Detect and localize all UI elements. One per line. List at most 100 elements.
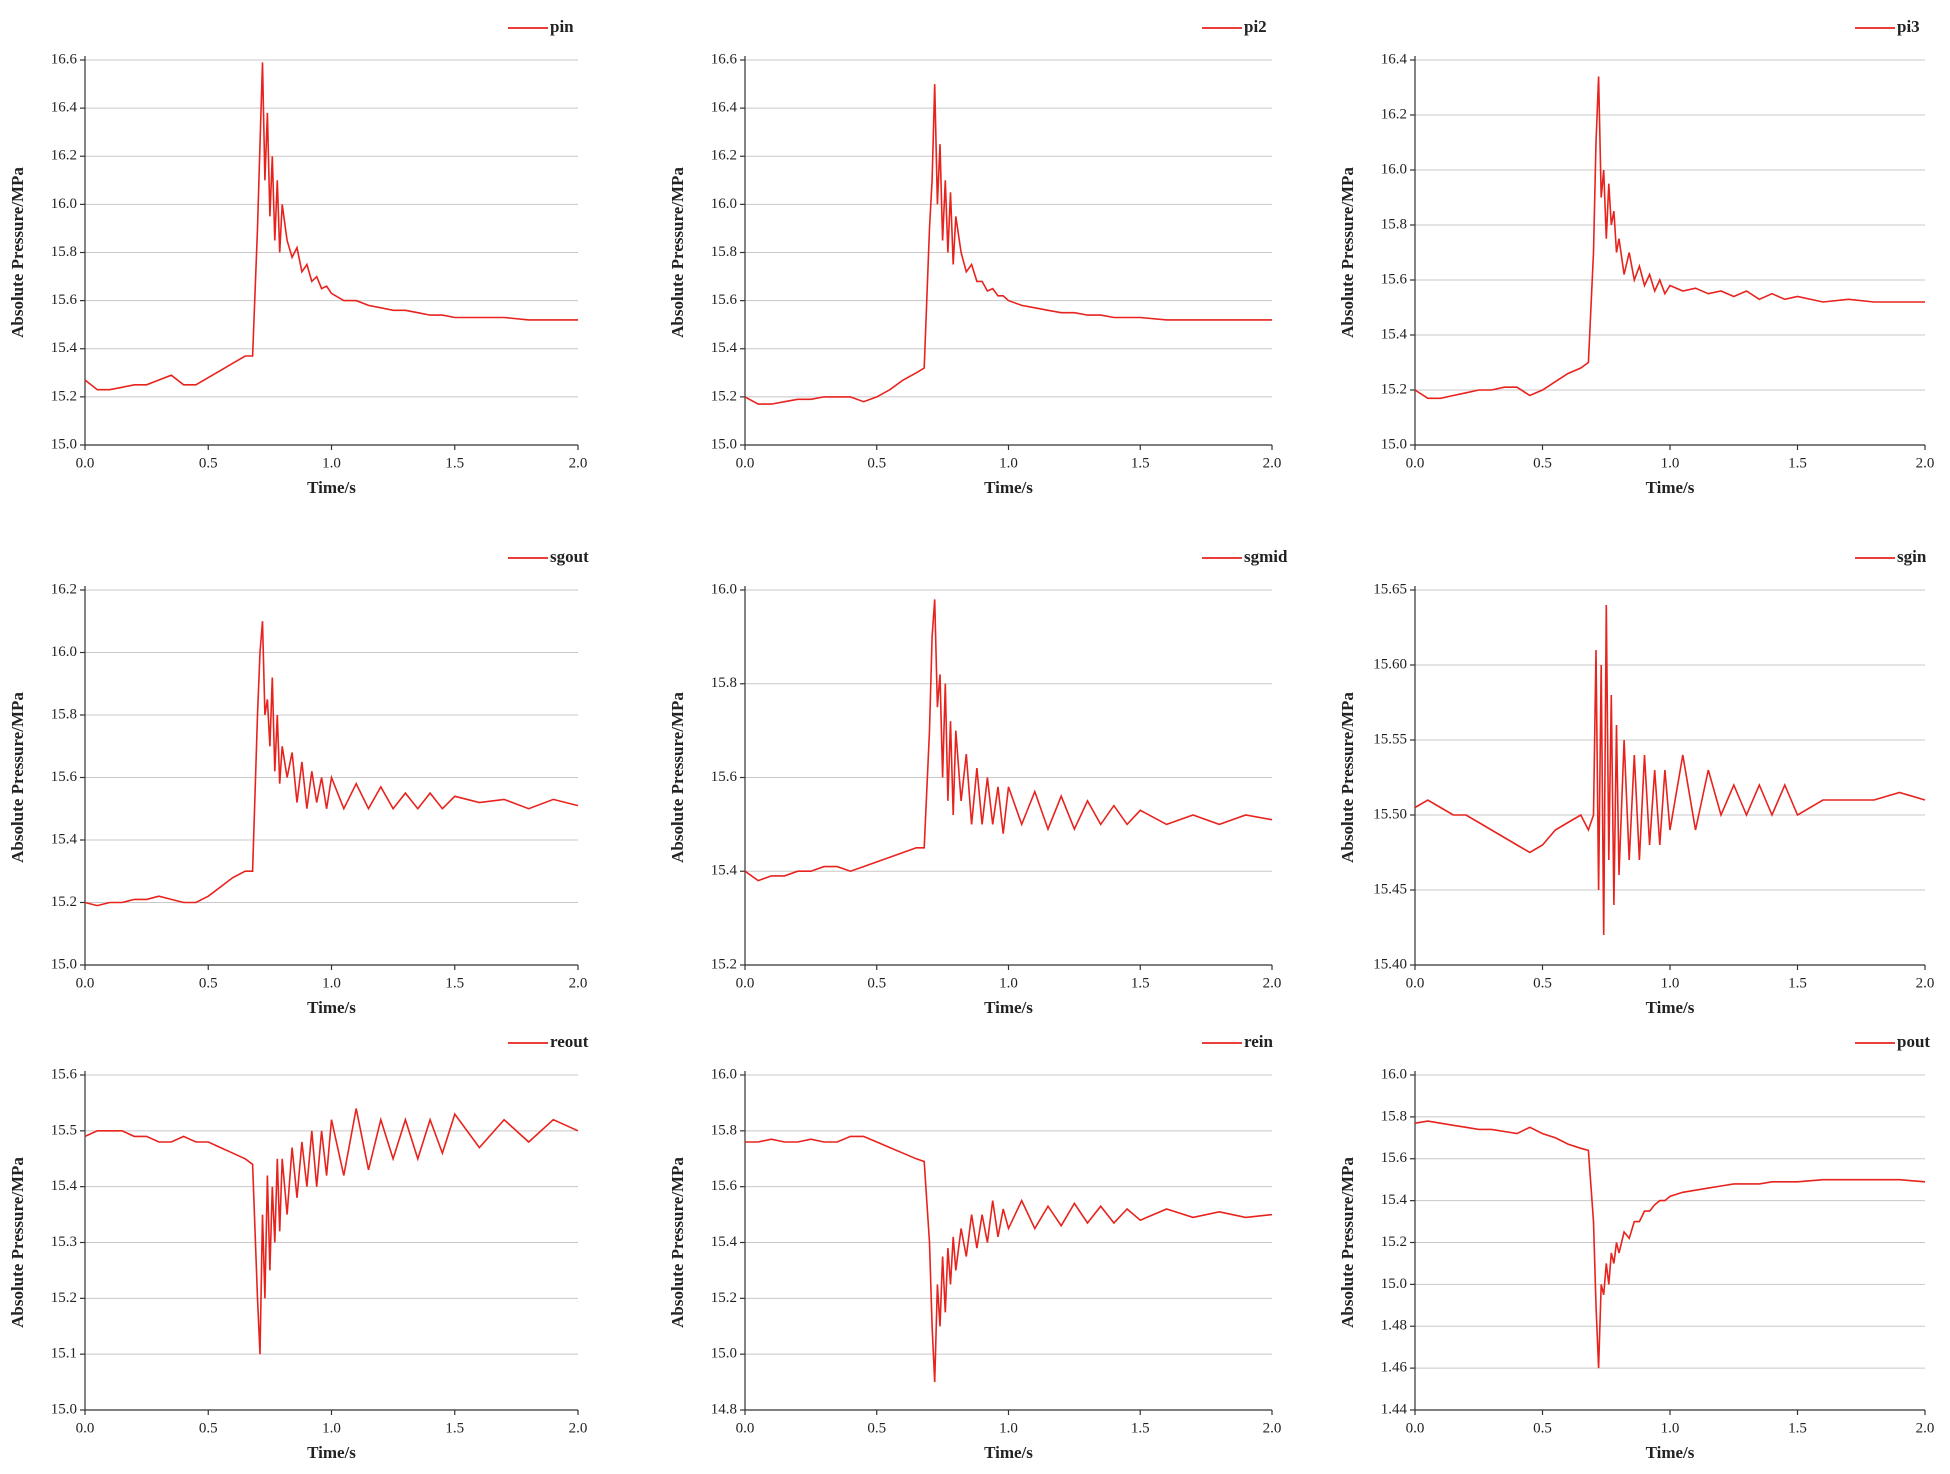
x-tick-label: 1.0 xyxy=(999,1420,1018,1436)
y-tick-label: 15.6 xyxy=(51,769,78,785)
x-tick-label: 2.0 xyxy=(1263,975,1282,991)
y-tick-label: 15.4 xyxy=(711,863,738,879)
x-tick-label: 1.0 xyxy=(322,455,341,471)
y-tick-label: 15.4 xyxy=(711,340,738,356)
y-tick-label: 16.0 xyxy=(711,1066,737,1082)
x-axis-label: Time/s xyxy=(1646,478,1695,497)
x-tick-label: 0.0 xyxy=(736,1420,755,1436)
x-tick-label: 1.5 xyxy=(1788,455,1807,471)
y-tick-label: 15.50 xyxy=(1373,806,1407,822)
data-line xyxy=(744,599,1273,882)
y-tick-label: 15.0 xyxy=(1381,436,1407,452)
y-tick-label: 15.8 xyxy=(1381,1108,1407,1124)
y-tick-label: 16.0 xyxy=(1381,161,1407,177)
y-tick-label: 16.0 xyxy=(51,196,77,212)
chart: 15.2 15.4 15.6 15.8 16.0 0.0 0.5 1.0 1.5 2.0 Time/… xyxy=(668,547,1288,1017)
y-tick-label: 16.2 xyxy=(51,581,77,597)
y-tick-label: 15.55 xyxy=(1373,731,1407,747)
x-tick-label: 1.0 xyxy=(999,975,1018,991)
y-tick-label: 16.2 xyxy=(711,148,737,164)
y-axis-label: Absolute Pressure/MPa xyxy=(668,167,687,338)
legend-label: pin xyxy=(550,17,574,36)
x-axis-label: Time/s xyxy=(1646,998,1695,1017)
y-tick-label: 15.4 xyxy=(1381,326,1408,342)
legend-label: pi3 xyxy=(1897,17,1920,36)
y-tick-label: 15.0 xyxy=(1381,1276,1407,1292)
x-tick-label: 1.5 xyxy=(1788,1420,1807,1436)
x-tick-label: 2.0 xyxy=(1916,1420,1935,1436)
y-tick-label: 15.40 xyxy=(1373,956,1407,972)
y-tick-label: 15.0 xyxy=(51,956,77,972)
x-tick-label: 1.5 xyxy=(1131,455,1150,471)
y-tick-label: 15.1 xyxy=(51,1346,77,1362)
legend-label: pi2 xyxy=(1244,17,1267,36)
x-tick-label: 0.0 xyxy=(76,975,95,991)
x-tick-label: 1.0 xyxy=(999,455,1018,471)
data-line xyxy=(745,1135,1273,1383)
legend-label: sgmid xyxy=(1244,547,1288,566)
x-axis-label: Time/s xyxy=(307,1443,356,1462)
x-axis-label: Time/s xyxy=(984,478,1033,497)
y-tick-label: 15.8 xyxy=(51,706,77,722)
y-tick-label: 15.4 xyxy=(51,340,78,356)
y-tick-label: 16.0 xyxy=(51,644,77,660)
y-tick-label: 15.8 xyxy=(51,244,77,260)
y-tick-label: 15.2 xyxy=(711,956,737,972)
chart: 15.0 15.2 15.4 15.6 15.8 16.0 16.2 16.4 16.6 0.0 0… xyxy=(8,17,587,497)
y-tick-label: 15.8 xyxy=(711,244,737,260)
y-tick-label: 15.3 xyxy=(51,1234,77,1250)
y-tick-label: 15.6 xyxy=(1381,271,1408,287)
y-tick-label: 1.48 xyxy=(1381,1318,1407,1334)
y-axis-label: Absolute Pressure/MPa xyxy=(8,1157,27,1328)
x-tick-label: 0.5 xyxy=(1533,1420,1552,1436)
chart: 15.40 15.45 15.50 15.55 15.60 15.65 0.0 0.5 1.0 1… xyxy=(1338,547,1934,1017)
y-axis-label: Absolute Pressure/MPa xyxy=(1338,692,1357,863)
x-axis-label: Time/s xyxy=(307,478,356,497)
chart: 15.0 15.1 15.2 15.3 15.4 15.5 15.6 0.0 0.5 1.0 1.5… xyxy=(8,1032,589,1462)
y-tick-label: 15.5 xyxy=(51,1122,77,1138)
y-tick-label: 16.6 xyxy=(51,51,78,67)
x-tick-label: 1.0 xyxy=(1661,975,1680,991)
x-tick-label: 0.5 xyxy=(199,455,218,471)
y-tick-label: 15.4 xyxy=(711,1234,738,1250)
y-tick-label: 15.6 xyxy=(1381,1150,1408,1166)
x-tick-label: 0.5 xyxy=(1533,975,1552,991)
x-tick-label: 2.0 xyxy=(569,1420,588,1436)
x-axis-label: Time/s xyxy=(1646,1443,1695,1462)
x-tick-label: 0.0 xyxy=(76,1420,95,1436)
y-axis-label: Absolute Pressure/MPa xyxy=(8,692,27,863)
x-tick-label: 2.0 xyxy=(1916,975,1935,991)
y-tick-label: 16.2 xyxy=(1381,106,1407,122)
y-axis-label: Absolute Pressure/MPa xyxy=(8,167,27,338)
legend-label: sgin xyxy=(1897,547,1927,566)
x-tick-label: 1.5 xyxy=(1788,975,1807,991)
x-tick-label: 2.0 xyxy=(569,455,588,471)
y-tick-label: 15.6 xyxy=(711,1178,738,1194)
y-tick-label: 16.6 xyxy=(711,51,738,67)
y-tick-label: 15.6 xyxy=(711,292,738,308)
y-tick-label: 15.45 xyxy=(1373,881,1407,897)
y-axis-label: Absolute Pressure/MPa xyxy=(668,692,687,863)
y-tick-label: 15.2 xyxy=(711,1290,737,1306)
x-tick-label: 1.5 xyxy=(1131,1420,1150,1436)
legend-label: sgout xyxy=(550,547,589,566)
chart: 1.44 1.46 1.48 15.0 15.2 15.4 15.6 15.8 16.0 0.0 0… xyxy=(1338,1032,1934,1462)
x-tick-label: 0.0 xyxy=(1406,455,1425,471)
y-tick-label: 15.2 xyxy=(51,1290,77,1306)
x-axis-label: Time/s xyxy=(984,998,1033,1017)
y-tick-label: 15.2 xyxy=(51,388,77,404)
y-tick-label: 16.2 xyxy=(51,148,77,164)
y-axis-label: Absolute Pressure/MPa xyxy=(1338,167,1357,338)
y-tick-label: 15.0 xyxy=(51,436,77,452)
y-tick-label: 15.2 xyxy=(1381,1234,1407,1250)
y-tick-label: 16.0 xyxy=(1381,1066,1407,1082)
x-tick-label: 1.5 xyxy=(445,455,464,471)
x-tick-label: 1.0 xyxy=(1661,455,1680,471)
x-tick-label: 1.0 xyxy=(322,1420,341,1436)
y-tick-label: 15.6 xyxy=(51,292,78,308)
x-tick-label: 0.5 xyxy=(867,455,886,471)
x-axis-label: Time/s xyxy=(307,998,356,1017)
data-line xyxy=(84,1108,579,1355)
legend-label: rein xyxy=(1244,1032,1274,1051)
